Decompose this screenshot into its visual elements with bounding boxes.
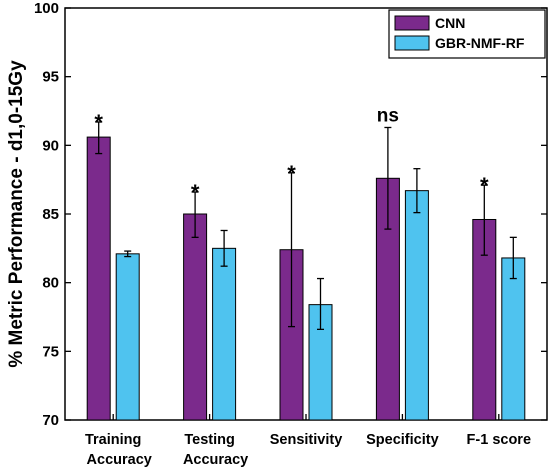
bar-gbr-nmf-rf bbox=[404, 190, 429, 421]
significance-label: * bbox=[480, 173, 489, 198]
x-category-label: Accuracy bbox=[87, 452, 152, 468]
legend-swatch bbox=[394, 35, 430, 51]
y-tick-label: 95 bbox=[42, 69, 59, 86]
x-category-label: Accuracy bbox=[183, 452, 248, 468]
significance-label: * bbox=[191, 180, 200, 205]
x-category-label: Training bbox=[85, 432, 141, 448]
significance-label: * bbox=[287, 161, 296, 186]
significance-label: ns bbox=[377, 105, 399, 126]
bar-cnn bbox=[183, 213, 208, 421]
significance-label: * bbox=[94, 110, 103, 135]
x-category-label: Specificity bbox=[366, 432, 439, 448]
x-category-label: F-1 score bbox=[467, 432, 531, 448]
legend-swatch bbox=[394, 15, 430, 31]
axes bbox=[64, 7, 548, 421]
y-tick-label: 90 bbox=[42, 137, 59, 154]
bar-cnn bbox=[86, 136, 111, 421]
y-axis-label: % Metric Performance - d1,0-15Gy bbox=[6, 60, 27, 368]
bar-gbr-nmf-rf bbox=[212, 247, 237, 421]
y-tick-label: 80 bbox=[42, 275, 59, 292]
y-tick-label: 100 bbox=[34, 0, 59, 17]
legend-label: CNN bbox=[435, 15, 465, 31]
bar-gbr-nmf-rf bbox=[501, 257, 526, 421]
legend-label: GBR-NMF-RF bbox=[435, 35, 525, 51]
x-category-label: Testing bbox=[184, 432, 234, 448]
y-tick-label: 75 bbox=[42, 343, 59, 360]
y-tick-label: 85 bbox=[42, 206, 59, 223]
legend[interactable]: CNN GBR-NMF-RF bbox=[388, 9, 546, 59]
labels: 70 75 80 85 90 95 100 % Metric Performance - d1… bbox=[6, 0, 531, 468]
bars bbox=[86, 121, 526, 421]
bar-gbr-nmf-rf bbox=[115, 253, 140, 421]
x-category-label: Sensitivity bbox=[270, 432, 343, 448]
y-tick-label: 70 bbox=[42, 412, 59, 429]
